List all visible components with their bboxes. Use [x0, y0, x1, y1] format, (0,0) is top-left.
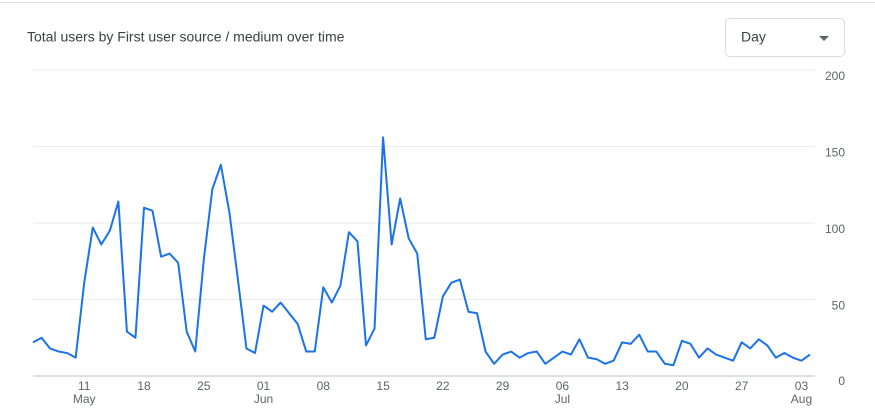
x-tick-label: 06 Jul: [555, 379, 570, 406]
x-tick-part: Jun: [254, 392, 273, 406]
dropdown-box[interactable]: [725, 18, 845, 57]
y-tick-label: 0: [838, 374, 845, 388]
x-tick-label: 01 Jun: [254, 379, 273, 406]
x-tick-label: 22: [436, 379, 450, 393]
dropdown-arrow[interactable]: [819, 36, 829, 41]
x-tick-part: 22: [436, 379, 450, 393]
y-tick-label: 100: [825, 222, 845, 236]
granularity-dropdown[interactable]: Day: [725, 18, 845, 57]
x-tick-part: 03: [795, 379, 809, 393]
x-tick-label: 20: [675, 379, 689, 393]
x-tick-label: 03 Aug: [791, 379, 812, 406]
x-tick-label: 11 May: [73, 379, 96, 406]
x-tick-label: 27: [735, 379, 749, 393]
x-tick-label: 25: [197, 379, 211, 393]
series-line: [32, 136, 811, 367]
x-tick-label: 15: [376, 379, 390, 393]
x-tick-part: 20: [675, 379, 689, 393]
x-tick-part: May: [73, 392, 96, 406]
x-tick-part: 15: [376, 379, 390, 393]
x-tick-part: 25: [197, 379, 211, 393]
y-tick-label: 200: [825, 69, 845, 83]
x-tick-part: 06: [556, 379, 570, 393]
dropdown-label[interactable]: Day: [741, 29, 766, 45]
x-tick-label: 08: [317, 379, 331, 393]
chart-title: Total users by First user source / mediu…: [27, 29, 345, 45]
x-tick-part: 08: [317, 379, 331, 393]
x-tick-part: 29: [496, 379, 510, 393]
x-tick-part: Aug: [791, 392, 812, 406]
x-tick-part: 18: [137, 379, 151, 393]
x-tick-part: Jul: [555, 392, 570, 406]
y-tick-label: 150: [825, 146, 845, 160]
x-tick-label: 18: [137, 379, 151, 393]
x-tick-label: 13: [615, 379, 629, 393]
x-tick-label: 29: [496, 379, 510, 393]
x-tick-part: 13: [615, 379, 629, 393]
x-tick-part: 01: [257, 379, 271, 393]
x-tick-part: 27: [735, 379, 749, 393]
y-tick-label: 50: [832, 299, 846, 313]
x-tick-part: 11: [78, 379, 91, 393]
